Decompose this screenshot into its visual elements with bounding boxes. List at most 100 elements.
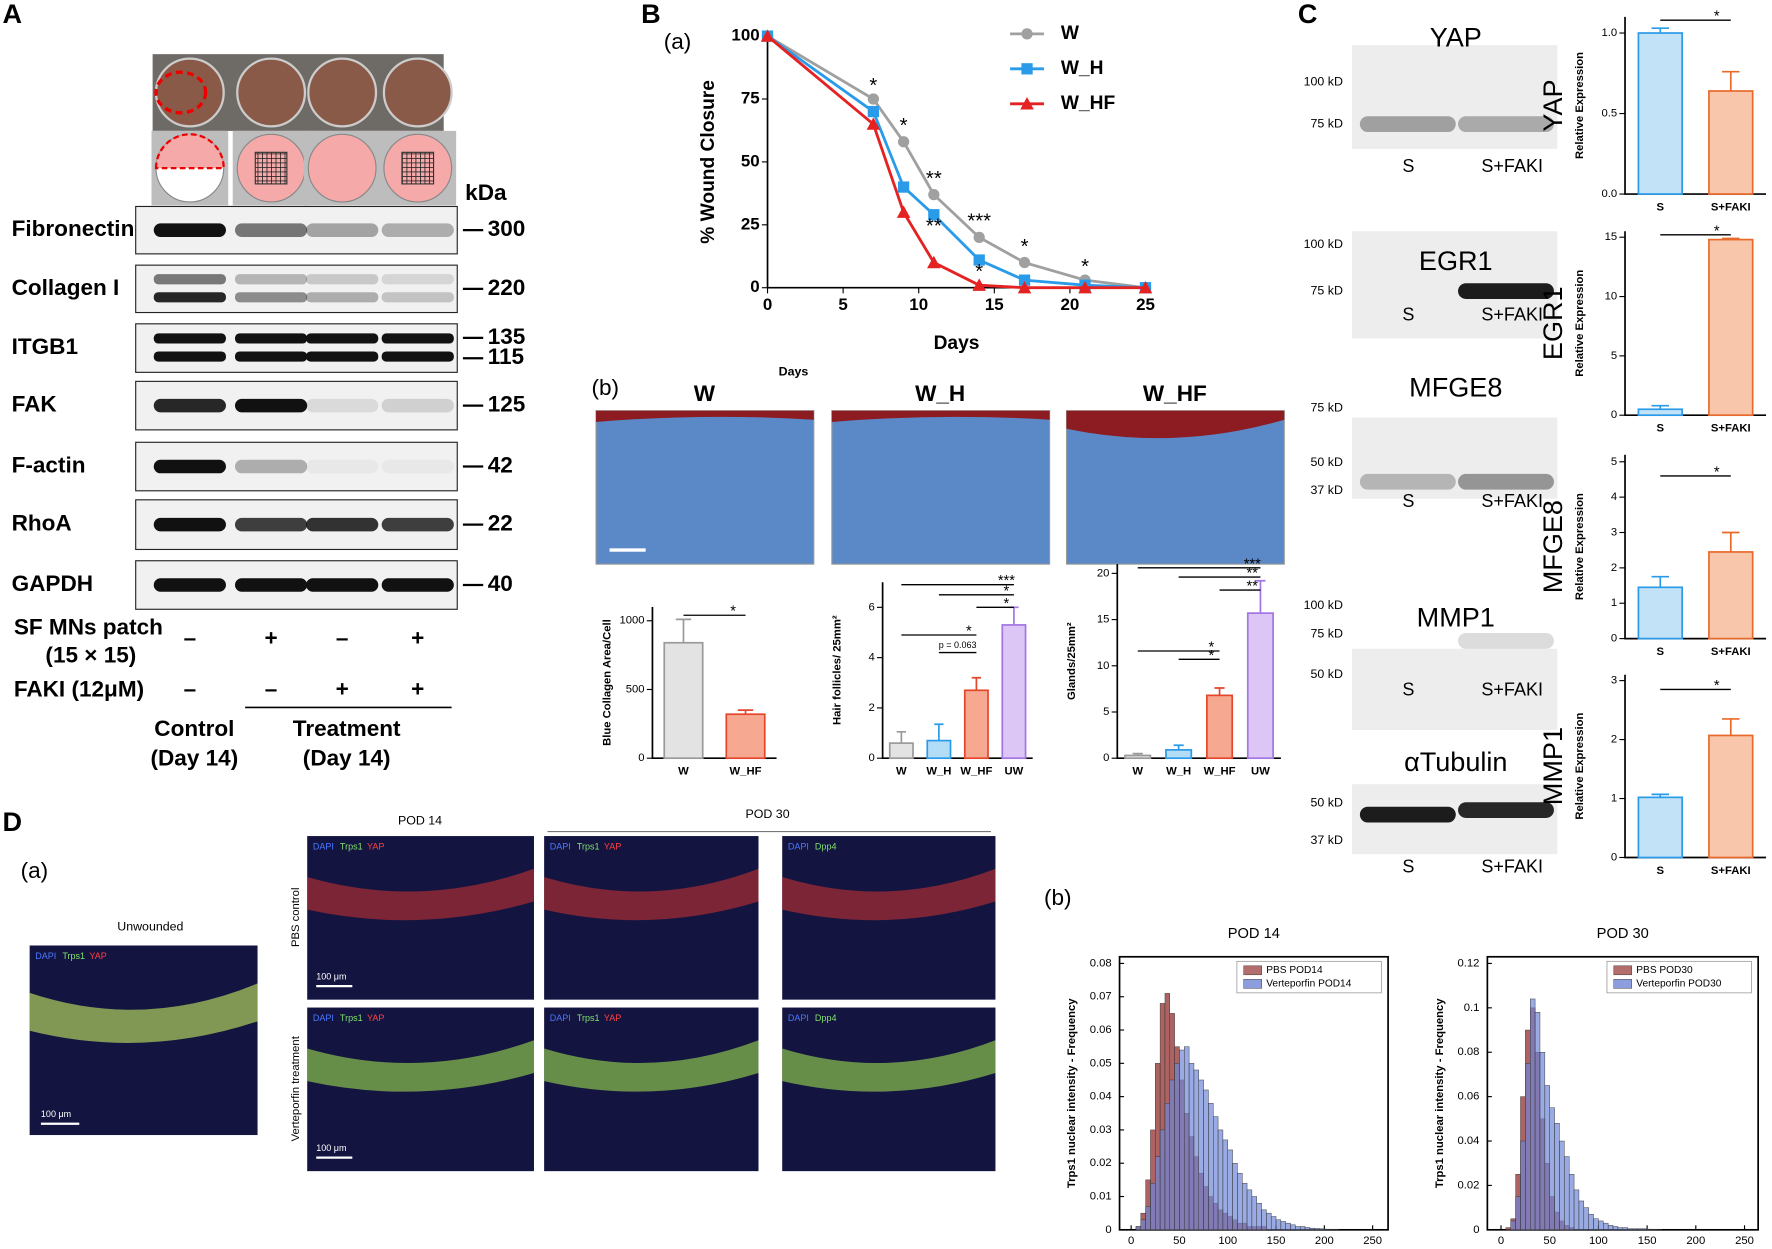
sub-label: (a) (21, 858, 49, 883)
bar (1206, 694, 1234, 760)
blot-band (1458, 473, 1554, 490)
blot-frame (1351, 45, 1558, 149)
blot-name: MFGE8 (1409, 371, 1502, 402)
blot-band (153, 274, 226, 285)
histogram-bar (1150, 1182, 1156, 1231)
significance-label: p = 0.063 (939, 640, 977, 650)
error-bar (1651, 27, 1670, 34)
image-title: W_H (915, 381, 965, 406)
histogram-bar (1632, 1228, 1638, 1231)
wound-diagram (154, 133, 225, 170)
bar (725, 713, 766, 760)
x-tick-label: S (1657, 202, 1665, 214)
blot-name: αTubulin (1404, 746, 1507, 777)
point (1018, 274, 1031, 286)
x-tick-label: S+FAKI (1711, 646, 1751, 658)
error-bar (1132, 752, 1143, 756)
blot-band (234, 274, 308, 285)
blot-band (381, 274, 454, 285)
x-tick-label: 20 (1061, 295, 1080, 314)
sign: – (265, 676, 278, 701)
significance-label: * (730, 604, 736, 620)
image-title: Unwounded (117, 920, 183, 934)
tissue-layer (782, 1040, 996, 1092)
blot-band (234, 517, 308, 532)
stain-label: DAPI (35, 951, 56, 961)
lane-label: S (1402, 305, 1414, 325)
stain-label: DAPI (313, 1013, 334, 1023)
stain-label: DAPI (550, 842, 571, 852)
x-tick-label: 0 (1498, 1235, 1504, 1247)
error-bar (1722, 718, 1740, 736)
y-tick-label: 0.0 (1601, 188, 1617, 200)
sign: – (184, 626, 197, 651)
bar (963, 689, 989, 760)
sub-label: (b) (1044, 885, 1072, 910)
significance-label: * (1209, 648, 1215, 664)
legend-label: PBS POD14 (1266, 965, 1323, 976)
blot-band (153, 517, 226, 532)
error-bar (1651, 404, 1670, 410)
histogram-bar (1256, 1202, 1262, 1231)
stain-label: DAPI (788, 1013, 809, 1023)
histogram-bar (1510, 1220, 1516, 1231)
kd-marker: 100 kD (1304, 75, 1343, 89)
legend-label: Verteporfin POD14 (1266, 979, 1351, 990)
x-tick-label: 250 (1363, 1235, 1382, 1247)
panel-label: B (641, 0, 661, 29)
annotation: * (1021, 236, 1029, 258)
histology-image (595, 410, 815, 565)
row-title: Verteporfin treatment (290, 1035, 302, 1141)
y-tick-label: 0.02 (1458, 1179, 1480, 1191)
x-tick-label: 200 (1315, 1235, 1334, 1247)
annotation: * (869, 75, 877, 97)
bar (926, 739, 952, 760)
y-tick-label: 0 (1105, 1224, 1111, 1236)
point (896, 205, 911, 218)
wound-mark (154, 70, 208, 115)
point (1018, 256, 1031, 269)
histogram-bar (1549, 1107, 1555, 1231)
histogram-bar (1155, 1156, 1161, 1231)
x-tick-label: S+FAKI (1711, 423, 1751, 435)
x-tick-label: 50 (1173, 1235, 1186, 1247)
blot-band (381, 398, 454, 413)
blot-band (306, 517, 379, 532)
y-tick-label: 75 (741, 88, 760, 107)
histogram-bar (1603, 1222, 1609, 1231)
y-tick-label: 3 (1611, 526, 1617, 538)
kda-label: 42 (488, 452, 513, 477)
y-tick-label: 15 (1605, 231, 1618, 243)
y-tick-label: 0.01 (1090, 1191, 1112, 1203)
blot-frame (135, 264, 458, 314)
x-tick-label: S (1657, 423, 1665, 435)
histology-image (831, 410, 1051, 565)
row-label: Fibronectin (12, 216, 135, 241)
blot-band (381, 223, 454, 237)
histogram-bar (1188, 1063, 1195, 1231)
point (972, 278, 986, 291)
mn-patch (401, 151, 435, 185)
x-tick-label: 25 (1136, 295, 1155, 314)
legend-label: W (1061, 23, 1080, 44)
y-tick-label: 20 (1097, 567, 1110, 579)
kd-marker: 75 kD (1311, 116, 1343, 130)
kd-marker: 50 kD (1311, 667, 1343, 681)
y-axis-label: Hair follicles/ 25mm² (831, 615, 843, 725)
error-bar (1651, 575, 1670, 588)
column-title: POD 14 (398, 814, 442, 828)
histogram-bar (1246, 1189, 1253, 1231)
point (927, 255, 941, 269)
tissue-layer (544, 1040, 759, 1092)
bar (1708, 734, 1754, 859)
error-bar (971, 676, 982, 691)
condition-label: FAKI (12μM) (14, 676, 144, 701)
chart-title: YAP (1537, 79, 1568, 131)
histogram-bar (1559, 1140, 1565, 1231)
annotation: ** (926, 216, 942, 238)
histogram-bar (1544, 1085, 1550, 1231)
sign: – (184, 676, 197, 701)
well (236, 57, 307, 128)
blot-band (306, 351, 379, 362)
